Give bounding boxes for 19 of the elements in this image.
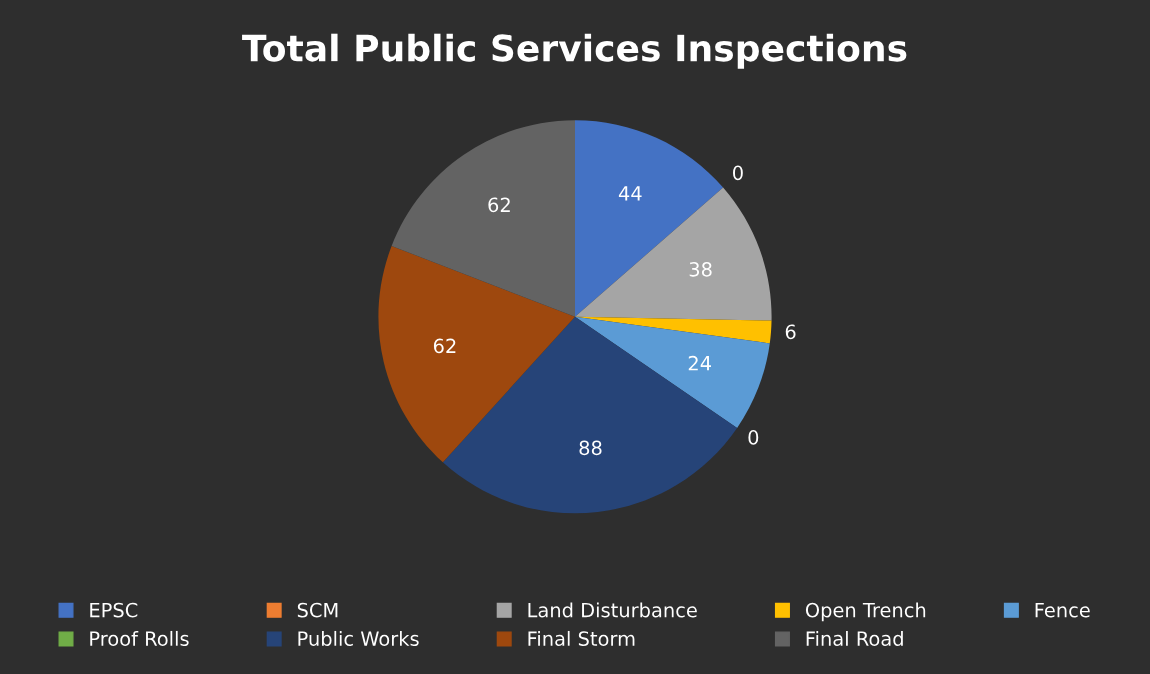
- legend-label: EPSC: [90, 602, 138, 618]
- legend-label: Open Trench: [805, 602, 926, 622]
- data-label: 38: [689, 261, 712, 277]
- text: 0: [748, 430, 759, 445]
- legend-label: Proof Rolls: [90, 630, 189, 646]
- data-label: 6: [785, 324, 796, 340]
- data-label: 44: [618, 186, 642, 201]
- legend-label: Fence: [1035, 603, 1090, 618]
- data-label: 62: [433, 338, 456, 354]
- legend-label: Land Disturbance: [528, 602, 697, 618]
- legend-label: Public Works: [298, 630, 419, 646]
- data-label: 62: [488, 197, 510, 213]
- legend-label: Final Road: [806, 630, 903, 646]
- data-label: 88: [579, 440, 602, 456]
- data-label: 24: [688, 355, 711, 371]
- legend-label: SCM: [297, 602, 338, 618]
- text: 0: [733, 165, 743, 181]
- chart-title: Total Public Services Inspections: [242, 33, 907, 69]
- legend-label: Final Storm: [528, 630, 635, 646]
